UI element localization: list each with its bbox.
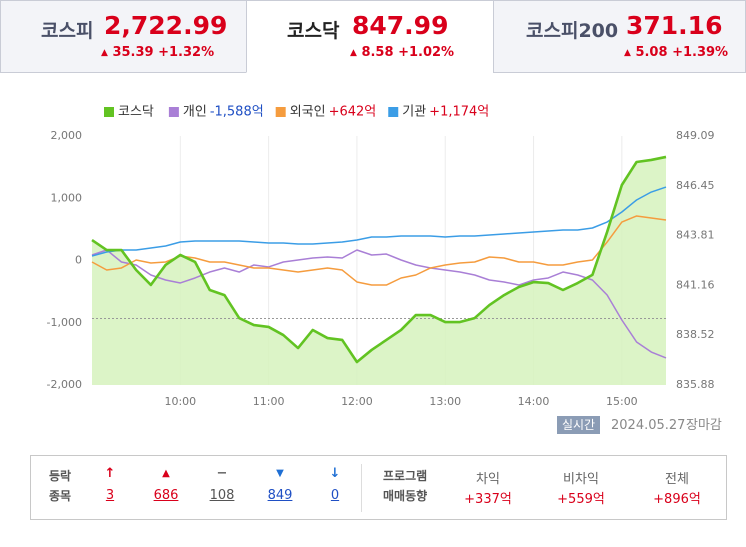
program-name: 전체 <box>665 472 689 487</box>
y2-tick-label: 835.88 <box>676 378 715 391</box>
legend-label: 기관 <box>402 105 426 120</box>
program-value: +559억 <box>557 492 605 507</box>
tab-change: ▲ 8.58 +1.02% <box>350 45 455 60</box>
line <box>91 186 667 257</box>
tab-change: ▲ 35.39 +1.32% <box>101 45 215 60</box>
count[interactable]: 0 <box>330 488 340 503</box>
icon-upper-limit: ↑ <box>104 466 116 481</box>
count[interactable]: 686 <box>153 488 179 503</box>
change: 8.58 <box>361 45 394 60</box>
x-tick-label: 12:00 <box>341 395 373 408</box>
legend-label: 외국인 <box>290 105 326 120</box>
tab-name: 코스피 <box>41 20 94 42</box>
tab-value: 371.16 <box>626 11 723 40</box>
legend-value: -1,588억 <box>210 105 264 120</box>
y2-tick-label: 846.45 <box>676 179 715 192</box>
rate: +1.02% <box>398 45 455 60</box>
label-line: 프로그램 <box>383 469 428 483</box>
legend-marker <box>104 107 114 117</box>
y2-tick-label: 838.52 <box>676 328 715 341</box>
status-date: 2024.05.27 <box>611 418 685 433</box>
y-tick-label: -2,000 <box>47 378 82 391</box>
legend-marker <box>168 107 179 117</box>
legend-marker <box>275 107 286 117</box>
tab[interactable]: 코스피 2,722.99 ▲ 35.39 +1.32% <box>0 0 247 73</box>
label-line: 매매동향 <box>383 489 428 503</box>
program-name: 차익 <box>476 472 500 487</box>
y-tick-label: 0 <box>75 254 82 267</box>
plot <box>91 155 667 385</box>
icon-flat: − <box>216 466 228 481</box>
legend-label: 코스닥 <box>118 105 154 120</box>
y2-tick-label: 841.16 <box>676 278 715 291</box>
tab[interactable]: 코스닥 847.99 ▲ 8.58 +1.02% <box>246 0 494 73</box>
tab-name: 코스피200 <box>526 20 619 42</box>
rate: +1.32% <box>158 45 215 60</box>
icon-down: ▼ <box>276 468 284 479</box>
line <box>91 155 667 364</box>
legend: 코스닥 개인 -1,588억 외국인 +642억 기관 +1,174억 <box>104 105 489 120</box>
market-summary: 등락 종목 ↑ ▲ − ▼ ↓ 3 686 108 849 0 프로그램 매매동향 … <box>30 455 727 520</box>
x-tick-label: 10:00 <box>164 395 196 408</box>
change: 5.08 <box>635 45 668 60</box>
count[interactable]: 3 <box>105 488 115 503</box>
y-tick-label: 2,000 <box>51 129 83 142</box>
program-value: +337억 <box>464 492 512 507</box>
change: 35.39 <box>112 45 154 60</box>
y2-tick-label: 849.09 <box>676 129 715 142</box>
x-tick-label: 11:00 <box>253 395 285 408</box>
program-name: 비차익 <box>563 472 599 487</box>
status-badge-bg <box>557 416 600 434</box>
count[interactable]: 108 <box>209 488 235 503</box>
status-badge: 실시간 <box>562 418 595 432</box>
tab-name: 코스닥 <box>287 20 340 42</box>
legend-value: +642억 <box>329 105 377 120</box>
x-tick-label: 15:00 <box>606 395 638 408</box>
icon-lower-limit: ↓ <box>329 466 341 481</box>
y-tick-label: 1,000 <box>51 191 83 204</box>
icon-up: ▲ <box>162 468 170 479</box>
program-value: +896억 <box>653 492 701 507</box>
line <box>91 249 667 359</box>
chart: 10:00 11:00 12:00 13:00 14:00 15:00 2,000 1,000… <box>47 105 722 434</box>
x-tick-label: 13:00 <box>429 395 461 408</box>
tab-value: 2,722.99 <box>104 11 228 40</box>
tab[interactable]: 코스피200 371.16 ▲ 5.08 +1.39% <box>493 0 746 73</box>
area <box>92 156 666 385</box>
label-line: 등락 <box>49 469 72 483</box>
y2-tick-label: 843.81 <box>676 229 715 242</box>
status-session: 장마감 <box>686 418 722 433</box>
legend-value: +1,174억 <box>429 105 489 120</box>
tab-value: 847.99 <box>352 11 449 40</box>
label-line: 종목 <box>49 489 72 503</box>
rate: +1.39% <box>672 45 729 60</box>
tab-change: ▲ 5.08 +1.39% <box>624 45 729 60</box>
legend-marker <box>388 107 399 117</box>
count[interactable]: 849 <box>267 488 293 503</box>
x-tick-label: 14:00 <box>518 395 550 408</box>
divider <box>361 464 362 512</box>
legend-label: 개인 <box>183 105 207 120</box>
y-tick-label: -1,000 <box>47 316 82 329</box>
